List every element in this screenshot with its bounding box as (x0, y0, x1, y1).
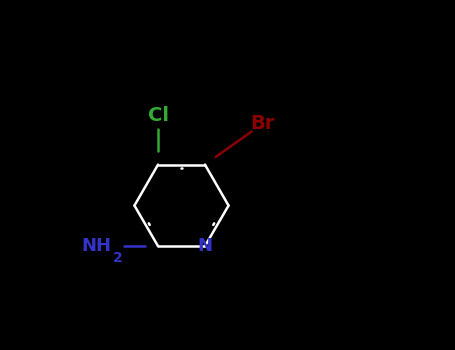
Text: 2: 2 (113, 251, 123, 265)
Text: N: N (197, 237, 212, 255)
Text: NH: NH (81, 237, 111, 255)
Text: Cl: Cl (147, 106, 168, 125)
Text: Br: Br (250, 114, 274, 133)
